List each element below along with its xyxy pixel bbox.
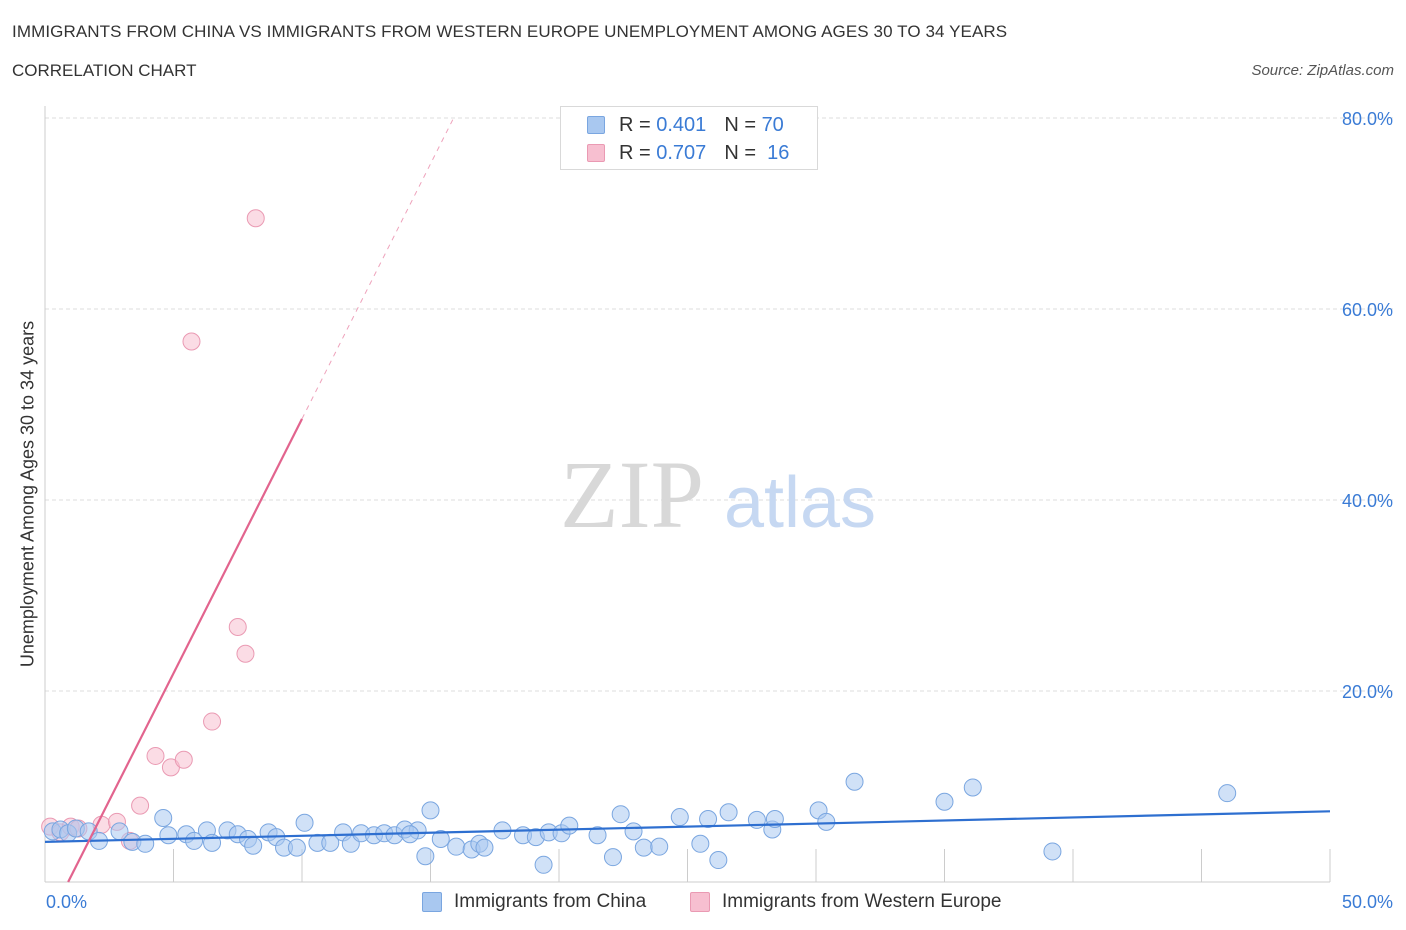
- tick-label-layer: 20.0% 40.0% 60.0% 80.0% 0.0% 50.0%: [46, 109, 1393, 912]
- chart-subtitle: CORRELATION CHART: [12, 61, 197, 80]
- data-point-china: [719, 803, 738, 822]
- data-point-china: [154, 809, 173, 828]
- data-point-china: [287, 838, 306, 857]
- bottom-legend-china: Immigrants from China: [422, 890, 646, 914]
- data-point-china: [421, 801, 440, 820]
- chart-source: Source: ZipAtlas.com: [1251, 62, 1394, 79]
- data-point-china: [624, 822, 643, 841]
- data-point-western-europe: [236, 644, 255, 663]
- data-point-china: [1218, 784, 1237, 803]
- bottom-legend-label-china: Immigrants from China: [454, 891, 647, 912]
- data-point-china: [691, 834, 710, 853]
- data-point-china: [935, 792, 954, 811]
- bottom-legend-label-western-europe: Immigrants from Western Europe: [722, 891, 1002, 912]
- watermark-zip: ZIP: [560, 441, 704, 548]
- bottom-legend-swatch-china: [422, 892, 442, 912]
- data-point-china: [699, 809, 718, 828]
- data-point-western-europe: [174, 750, 193, 769]
- data-point-china: [244, 836, 263, 855]
- data-point-western-europe: [246, 209, 265, 228]
- legend-r-value-china: 0.401: [656, 113, 707, 136]
- trend-line-western-europe-extrapolated: [301, 117, 455, 420]
- data-point-china: [963, 778, 982, 797]
- watermark-atlas: atlas: [724, 463, 876, 543]
- data-point-china: [136, 834, 155, 853]
- data-point-china: [817, 812, 836, 831]
- data-point-china: [588, 826, 607, 845]
- data-point-western-europe: [203, 712, 222, 731]
- points-western-europe: [41, 209, 265, 850]
- data-point-china: [185, 831, 204, 850]
- data-point-china: [534, 855, 553, 874]
- data-point-china: [603, 848, 622, 867]
- legend-swatch-western-europe: [587, 144, 605, 162]
- data-point-china: [1043, 842, 1062, 861]
- trend-line-china: [44, 810, 1331, 843]
- bottom-legend-western-europe: Immigrants from Western Europe: [690, 890, 1001, 914]
- points-china: [43, 772, 1237, 874]
- y-tick-label: 40.0%: [1342, 491, 1393, 511]
- data-point-western-europe: [131, 796, 150, 815]
- chart-title: IMMIGRANTS FROM CHINA VS IMMIGRANTS FROM…: [12, 22, 1008, 41]
- legend-r-label-western-europe: R =: [619, 141, 651, 164]
- legend-n-label-western-europe: N =: [724, 141, 756, 164]
- data-point-china: [295, 813, 314, 832]
- trend-layer: [44, 117, 1331, 883]
- data-point-china: [560, 816, 579, 835]
- legend-r-label-china: R =: [619, 113, 651, 136]
- data-point-china: [447, 837, 466, 856]
- y-axis-label: Unemployment Among Ages 30 to 34 years: [17, 320, 38, 668]
- x-tick-label-max: 50.0%: [1342, 892, 1393, 912]
- data-point-china: [670, 808, 689, 827]
- data-point-western-europe: [182, 332, 201, 351]
- legend-n-label-china: N =: [724, 113, 756, 136]
- correlation-legend: R = 0.401 N = 70 R = 0.707 N = 16: [560, 106, 818, 170]
- y-tick-label: 20.0%: [1342, 682, 1393, 702]
- data-point-china: [416, 847, 435, 866]
- data-point-china: [709, 851, 728, 870]
- data-point-china: [159, 826, 178, 845]
- data-point-china: [475, 838, 494, 857]
- bottom-legend-swatch-western-europe: [690, 892, 710, 912]
- legend-n-value-china: 70: [761, 113, 784, 136]
- legend-r-value-western-europe: 0.707: [656, 141, 707, 164]
- x-tick-label-min: 0.0%: [46, 892, 87, 912]
- legend-row-china: R = 0.401 N = 70: [587, 114, 784, 136]
- data-point-china: [765, 809, 784, 828]
- y-tick-label: 60.0%: [1342, 300, 1393, 320]
- data-point-china: [431, 830, 450, 849]
- data-point-china: [845, 772, 864, 791]
- trend-line-western-europe: [67, 418, 303, 883]
- legend-n-value-western-europe: 16: [767, 141, 790, 164]
- data-point-western-europe: [228, 618, 247, 637]
- legend-swatch-china: [587, 116, 605, 134]
- data-point-china: [611, 805, 630, 824]
- data-point-china: [650, 837, 669, 856]
- legend-row-western-europe: R = 0.707 N = 16: [587, 142, 789, 164]
- axis-layer: [44, 106, 1331, 883]
- data-point-western-europe: [146, 746, 165, 765]
- data-point-china: [634, 838, 653, 857]
- y-tick-label: 80.0%: [1342, 109, 1393, 129]
- grid-layer: [45, 117, 1394, 692]
